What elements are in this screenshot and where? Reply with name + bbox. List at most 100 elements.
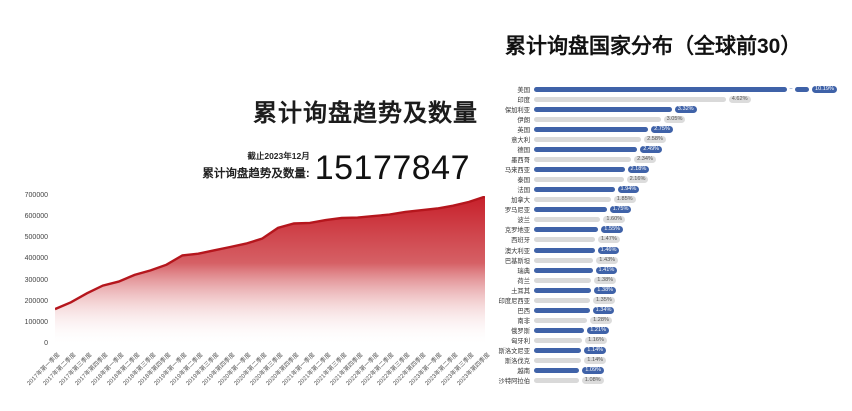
bar-row: 罗马尼亚 1.75% [488, 205, 850, 215]
bar-row: 印度 4.62% [488, 94, 850, 104]
bar-row: 斯洛伐克 1.14% [488, 356, 850, 366]
bar-row: 瑞典 1.41% [488, 265, 850, 275]
value-badge: 1.85% [613, 196, 636, 204]
bar-segment [534, 378, 579, 384]
bar-row: 沙特阿拉伯 1.08% [488, 376, 850, 386]
value-badge: 2.16% [626, 176, 649, 184]
value-badge: 1.34% [592, 306, 615, 314]
country-label: 西班牙 [511, 237, 530, 245]
bar-segment [534, 277, 592, 283]
bar-row: 马来西亚 2.18% [488, 165, 850, 175]
country-label: 马来西亚 [504, 167, 530, 175]
bar-track: 4.62% [534, 95, 850, 103]
value-badge: 2.58% [644, 135, 666, 143]
bar-track: 1.94% [534, 186, 850, 194]
bar-segment [534, 116, 661, 122]
value-badge: 3.32% [674, 105, 697, 113]
bar-segment [534, 287, 592, 293]
value-badge: 10.19% [812, 85, 837, 93]
country-label: 德国 [517, 146, 530, 154]
country-label: 克罗地亚 [504, 227, 530, 235]
y-tick-label: 100000 [24, 318, 48, 326]
country-label: 巴西 [517, 307, 530, 315]
y-tick-label: 700000 [24, 192, 48, 199]
y-tick-label: 0 [44, 340, 48, 347]
value-badge: 1.43% [596, 256, 619, 264]
y-tick-label: 200000 [24, 297, 48, 305]
trend-plot: 0 100000 200000 300000 400000 500000 600000 700… [24, 192, 491, 405]
country-label: 斯洛伐克 [504, 358, 530, 366]
bar-segment [534, 368, 580, 374]
bar-segment [534, 307, 590, 313]
bar-segment [534, 86, 787, 92]
bar-row: 西班牙 1.47% [488, 235, 850, 245]
country-label: 墨西哥 [511, 156, 530, 164]
bar-track: 1.47% [534, 236, 850, 244]
bar-track: 2.49% [534, 145, 850, 153]
bar-track: 3.05% [534, 115, 850, 123]
bar-segment [534, 96, 726, 102]
value-badge: 1.09% [582, 367, 605, 375]
bar-segment [534, 167, 625, 173]
bar-row: 泰国 2.16% [488, 175, 850, 185]
value-badge: 1.55% [601, 226, 624, 234]
bar-row: 荷兰 1.38% [488, 275, 850, 285]
value-badge: 2.18% [627, 166, 650, 174]
reflection-fade [55, 345, 485, 405]
bar-track: 1.60% [534, 216, 850, 224]
bar-segment [534, 146, 638, 152]
country-label: 土耳其 [511, 287, 530, 295]
country-label: 法国 [517, 187, 530, 195]
country-label: 罗马尼亚 [504, 207, 530, 215]
value-badge: 1.38% [594, 276, 617, 284]
value-badge: 1.21% [587, 327, 610, 335]
country-label: 印度 [517, 96, 530, 104]
total-inquiries-label: 累计询盘趋势及数量: [202, 168, 310, 180]
bar-segment [534, 297, 590, 303]
value-badge: 1.94% [617, 186, 640, 194]
bar-track: – 10.19% [534, 85, 850, 93]
area-chart-svg [55, 196, 485, 344]
country-label: 荷兰 [517, 277, 530, 285]
bar-track: 2.34% [534, 155, 850, 163]
bar-row: 法国 1.94% [488, 185, 850, 195]
bar-segment [534, 227, 599, 233]
bar-track: 1.16% [534, 337, 850, 345]
bar-row: 印度尼西亚 1.35% [488, 295, 850, 305]
trend-annotation: 截止2023年12月 累计询盘趋势及数量: 15177847 [200, 150, 470, 185]
country-label: 印度尼西亚 [498, 297, 530, 305]
bar-row: 巴西 1.34% [488, 305, 850, 315]
bar-row: 越南 1.09% [488, 366, 850, 376]
country-label: 保加利亚 [504, 106, 530, 114]
value-badge: 2.34% [634, 155, 656, 163]
bar-track: 1.38% [534, 276, 850, 284]
country-label: 美国 [517, 86, 530, 94]
bar-track: 2.75% [534, 125, 850, 133]
value-badge: 2.49% [640, 145, 663, 153]
country-label: 泰国 [517, 177, 530, 185]
bar-row: 伊朗 3.05% [488, 114, 850, 124]
bar-segment [795, 86, 809, 92]
bar-track: 1.14% [534, 347, 850, 355]
country-label: 南非 [517, 317, 530, 325]
bar-segment [534, 177, 624, 183]
bar-track: 1.34% [534, 306, 850, 314]
bar-row: 波兰 1.60% [488, 215, 850, 225]
bar-segment [534, 338, 583, 344]
country-label: 波兰 [517, 217, 530, 225]
country-bar-list: 美国 –10.19% 印度 4.62% 保加利亚 3.32% 伊朗 3.05% 英国 2.75% 意… [488, 84, 850, 386]
bar-row: 俄罗斯 1.21% [488, 326, 850, 336]
bar-segment [534, 217, 601, 223]
value-badge: 1.75% [609, 206, 632, 214]
bar-segment [534, 187, 615, 193]
bar-track: 2.58% [534, 135, 850, 143]
country-label: 斯洛文尼亚 [498, 348, 530, 356]
value-badge: 1.35% [593, 296, 615, 304]
bar-track: 1.55% [534, 226, 850, 234]
bar-track: 1.38% [534, 286, 850, 294]
bar-segment [534, 136, 642, 142]
bar-segment [534, 156, 632, 162]
value-badge: 1.16% [585, 337, 607, 345]
y-tick-label: 300000 [24, 276, 48, 284]
bar-track: 1.41% [534, 266, 850, 274]
